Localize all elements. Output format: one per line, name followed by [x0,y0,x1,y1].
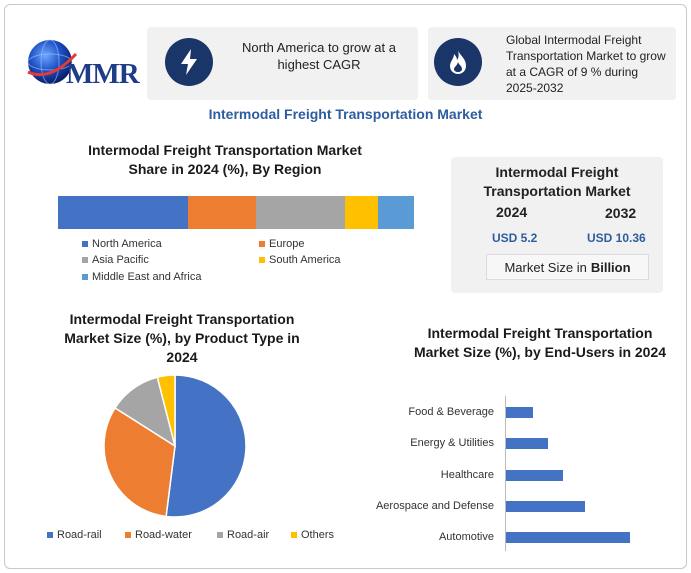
legend-swatch [82,257,88,263]
pie-legend-others: Others [291,529,334,541]
end-user-bar-food-and-beverage [506,407,534,418]
legend-swatch [82,241,88,247]
end-user-bar-automotive [506,532,630,543]
end-user-label-healthcare: Healthcare [440,469,494,481]
market-size-box: Intermodal Freight Transportation Market… [451,157,663,293]
legend-swatch [47,532,53,538]
region-segment-europe [187,196,256,229]
main-title: Intermodal Freight Transportation Market [208,106,483,122]
region-legend-north-america: North America [82,238,162,250]
legend-label: Asia Pacific [92,254,149,266]
region-segment-north-america [58,196,188,229]
end-user-label-automotive: Automotive [438,531,494,543]
legend-swatch [259,241,265,247]
region-stacked-bar [58,196,414,229]
end-user-label-food-and-beverage: Food & Beverage [408,406,494,418]
unit-bold: Billion [590,259,631,275]
end-user-label-aerospace-and-defense: Aerospace and Defense [375,500,494,512]
product-type-chart-title: Intermodal Freight Transportation Market… [64,311,300,365]
legend-label: Road-rail [57,529,102,541]
mmr-logo: MMR [22,32,140,92]
unit-prefix: Market Size in [504,259,587,275]
region-legend-asia-pacific: Asia Pacific [82,254,149,266]
card-global-cagr-text: Global Intermodal Freight Transportation… [506,33,666,95]
end-user-bar-energy-and-utilities [506,438,549,449]
legend-label: South America [269,254,341,266]
end-user-label-energy-and-utilities: Energy & Utilities [410,437,494,449]
end-user-chart-title: Intermodal Freight Transportation Market… [413,325,667,360]
end-user-bar-healthcare [506,470,564,481]
market-size-title: Intermodal Freight Transportation Market [483,164,631,199]
pie-legend-road-rail: Road-rail [47,529,102,541]
legend-label: Europe [269,238,305,250]
market-size-unit: Market Size in Billion [486,254,649,280]
legend-label: North America [92,238,162,250]
globe-icon [27,39,78,85]
legend-label: Others [301,529,335,541]
value-2032: USD 10.36 [587,231,646,245]
year-2032-label: 2032 [605,205,637,221]
region-segment-south-america [344,196,379,229]
region-chart-title: Intermodal Freight Transportation Market… [88,142,362,177]
legend-swatch [82,274,88,280]
year-2024-label: 2024 [496,204,528,220]
lightning-icon [165,38,213,86]
highlight-card-global-cagr: Global Intermodal Freight Transportation… [428,27,676,100]
legend-label: Road-air [227,529,270,541]
legend-label: Road-water [135,529,192,541]
flame-icon [434,38,482,86]
region-segment-middle-east-and-africa [378,196,414,229]
highlight-card-cagr-region: North America to grow at a highest CAGR [147,27,418,100]
legend-swatch [291,532,297,538]
legend-swatch [125,532,131,538]
end-user-bar-aerospace-and-defense [506,501,586,512]
logo-text: MMR [66,58,140,90]
pie-legend-road-water: Road-water [125,529,192,541]
value-2024: USD 5.2 [492,231,538,245]
legend-swatch [259,257,265,263]
legend-label: Middle East and Africa [92,271,202,283]
end-user-axis-line [505,396,506,551]
card-cagr-region-text: North America to grow at a highest CAGR [242,40,396,72]
region-legend-south-america: South America [259,254,341,266]
legend-swatch [217,532,223,538]
region-segment-asia-pacific [255,196,345,229]
region-legend-europe: Europe [259,238,304,250]
region-legend-middle-east-and-africa: Middle East and Africa [82,271,201,283]
pie-legend-road-air: Road-air [217,529,269,541]
